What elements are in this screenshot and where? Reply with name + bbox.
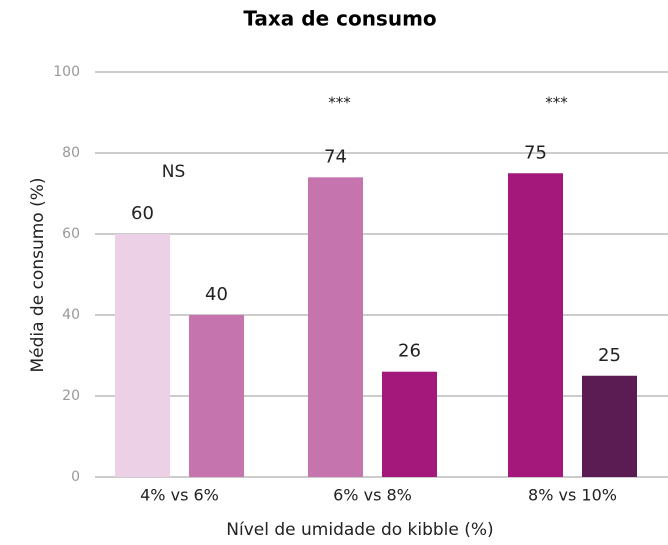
y-tick-label: 20 <box>62 388 80 404</box>
y-tick-label: 80 <box>62 145 80 161</box>
significance-label: *** <box>328 94 351 112</box>
x-tick-label: 4% vs 6% <box>140 486 219 505</box>
bar <box>582 375 637 477</box>
y-axis-title: Média de consumo (%) <box>28 177 48 372</box>
x-tick-label: 8% vs 10% <box>528 486 617 505</box>
y-tick-label: 40 <box>62 307 80 323</box>
bar <box>308 177 363 478</box>
data-label: 74 <box>324 146 347 167</box>
significance-label: NS <box>162 162 186 182</box>
bar <box>508 173 563 477</box>
data-label: 60 <box>131 203 154 224</box>
data-label: 75 <box>524 142 547 163</box>
data-label: 40 <box>205 284 228 305</box>
y-tick-label: 0 <box>71 469 80 485</box>
bar <box>382 371 437 477</box>
data-label: 25 <box>598 345 621 366</box>
chart-title: Taxa de consumo <box>243 7 436 31</box>
x-axis-title: Nível de umidade do kibble (%) <box>226 520 493 540</box>
y-tick-label: 60 <box>62 226 80 242</box>
data-label: 26 <box>398 341 421 362</box>
bar <box>115 234 170 477</box>
x-tick-label: 6% vs 8% <box>333 486 412 505</box>
bar <box>189 315 244 477</box>
y-tick-label: 100 <box>53 64 80 80</box>
significance-label: *** <box>545 94 568 112</box>
